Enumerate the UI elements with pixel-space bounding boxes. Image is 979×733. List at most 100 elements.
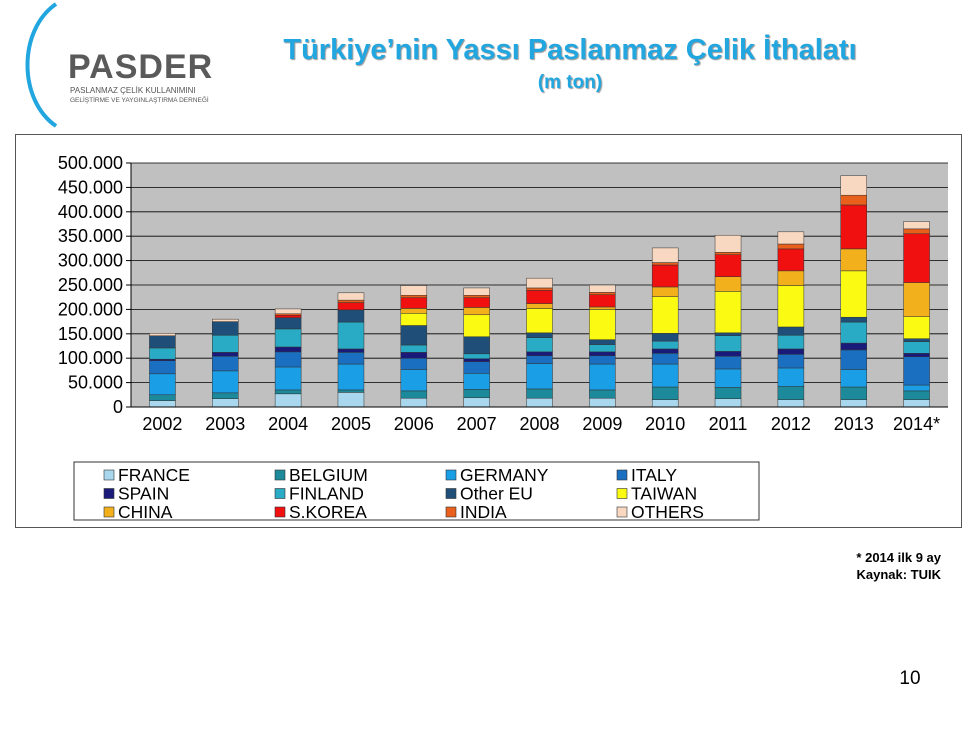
- bar-segment: [840, 316, 867, 323]
- bar-segment: [526, 332, 553, 338]
- bar-segment: [337, 363, 365, 391]
- bar-segment: [714, 332, 742, 337]
- legend-label: S.KOREA: [289, 502, 367, 522]
- bar-segment: [400, 344, 428, 353]
- bar-segment: [840, 349, 867, 370]
- bar-segment: [526, 363, 553, 390]
- bar-segment: [589, 292, 616, 296]
- bar-segment: [903, 228, 930, 235]
- bar-segment: [149, 333, 176, 337]
- bar-segment: [714, 335, 742, 352]
- bar-segment: [903, 399, 930, 408]
- legend-swatch: [103, 506, 115, 518]
- bar-segment: [714, 234, 742, 253]
- y-tick-label: 250.000: [58, 275, 123, 295]
- x-tick-label: 2014*: [893, 414, 940, 434]
- legend-label: GERMANY: [460, 465, 549, 485]
- bar-segment: [777, 248, 805, 272]
- bar-segment: [337, 309, 365, 323]
- bar-segment: [274, 328, 302, 348]
- y-tick-label: 0: [113, 397, 123, 417]
- legend-swatch: [445, 506, 457, 518]
- bar-segment: [526, 303, 553, 309]
- bar-segment: [589, 284, 616, 293]
- x-tick-label: 2007: [457, 414, 497, 434]
- y-tick-label: 350.000: [58, 226, 123, 246]
- bar-segment: [337, 292, 365, 301]
- bar-segment: [903, 338, 930, 342]
- bar-segment: [840, 386, 867, 400]
- bar-segment: [463, 389, 490, 398]
- logo-tagline-2: GELİŞTİRME VE YAYGINLAŞTIRMA DERNEĞİ: [70, 95, 209, 104]
- legend-swatch: [274, 506, 286, 518]
- bar-segment: [212, 321, 239, 336]
- bar-segment: [651, 363, 679, 388]
- y-tick-label: 100.000: [58, 348, 123, 368]
- bar-segment: [589, 309, 616, 340]
- bar-segment: [840, 270, 867, 318]
- x-tick-label: 2002: [142, 414, 182, 434]
- x-tick-label: 2012: [771, 414, 811, 434]
- bar-segment: [400, 369, 428, 392]
- bar-segment: [337, 352, 365, 365]
- logo-arc: [25, 2, 58, 128]
- bar-segment: [777, 285, 805, 328]
- bar-segment: [463, 294, 490, 298]
- bar-segment: [337, 302, 365, 311]
- bar-segment: [149, 373, 176, 396]
- bar-segment: [400, 397, 428, 408]
- bar-segment: [274, 351, 302, 368]
- x-tick-label: 2006: [394, 414, 434, 434]
- bar-segment: [903, 390, 930, 400]
- bar-segment: [651, 386, 679, 400]
- bar-segment: [212, 335, 239, 353]
- bar-segment: [589, 306, 616, 310]
- legend-swatch: [103, 469, 115, 481]
- legend-label: FRANCE: [118, 465, 190, 485]
- bar-segment: [651, 264, 679, 288]
- bar-segment: [526, 337, 553, 353]
- y-tick-label: 200.000: [58, 299, 123, 319]
- bar-segment: [840, 321, 867, 344]
- bar-segment: [714, 368, 742, 388]
- bar-segment: [274, 315, 302, 318]
- bar-segment: [903, 221, 930, 230]
- pasder-logo: PASDER PASLANMAZ ÇELİK KULLANIMINI GELİŞ…: [25, 2, 212, 128]
- legend-label: SPAIN: [118, 484, 169, 504]
- y-tick-label: 450.000: [58, 177, 123, 197]
- bar-segment: [589, 351, 616, 357]
- bar-segment: [274, 366, 302, 391]
- bar-segment: [149, 400, 176, 408]
- bar-segment: [589, 344, 616, 353]
- chart-frame: 0 50.000 100.000 150.000 200.000 250.000 300.0…: [15, 134, 962, 528]
- bar-segment: [526, 351, 553, 357]
- bar-segment: [463, 314, 490, 337]
- bar-segment: [212, 370, 239, 394]
- bar-segment: [526, 287, 553, 291]
- bar-segment: [651, 247, 679, 263]
- stacked-bar-chart: 0 50.000 100.000 150.000 200.000 250.000 300.0…: [58, 153, 948, 522]
- bar-segment: [274, 346, 302, 353]
- bar-segment: [714, 387, 742, 399]
- bar-segment: [714, 351, 742, 357]
- bar-segment: [714, 291, 742, 334]
- x-tick-label: 2013: [834, 414, 874, 434]
- bar-segment: [337, 392, 365, 408]
- legend-swatch: [274, 488, 286, 499]
- bar-segment: [149, 347, 176, 360]
- bar-segment: [651, 333, 679, 342]
- bar-segment: [651, 286, 679, 297]
- y-tick-label: 150.000: [58, 324, 123, 344]
- bar-segment: [651, 340, 679, 350]
- bar-segment: [589, 339, 616, 345]
- bar-segment: [777, 354, 805, 369]
- legend-swatch: [445, 469, 457, 481]
- bar-segment: [400, 294, 428, 298]
- page-subtitle: (m ton): [537, 72, 603, 93]
- y-tick-label: 500.000: [58, 153, 123, 173]
- bar-segment: [651, 353, 679, 365]
- bar-segment: [777, 231, 805, 245]
- bar-segment: [274, 393, 302, 408]
- y-tick-label: 50.000: [68, 373, 123, 393]
- bar-segment: [463, 373, 490, 390]
